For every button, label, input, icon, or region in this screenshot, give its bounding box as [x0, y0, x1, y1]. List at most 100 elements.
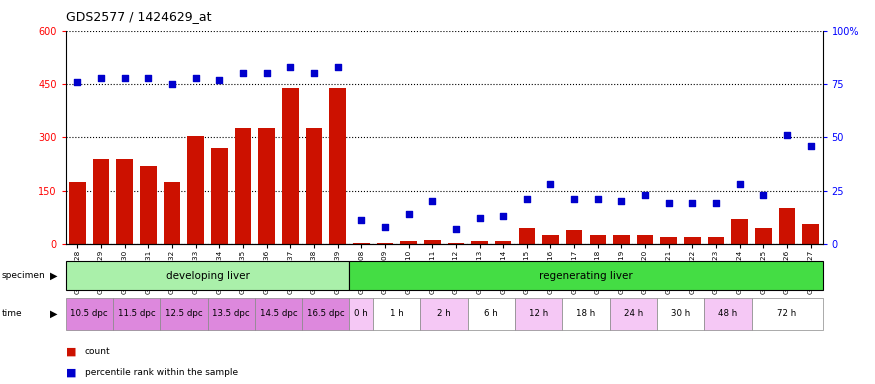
Point: [165, 81, 179, 87]
Point: [614, 198, 628, 204]
Bar: [140, 166, 157, 244]
Text: time: time: [2, 310, 23, 318]
Bar: [305, 128, 322, 244]
Bar: [353, 243, 369, 244]
Point: [496, 213, 510, 219]
Point: [685, 200, 699, 207]
Text: 72 h: 72 h: [777, 310, 796, 318]
Point: [307, 70, 321, 76]
Point: [638, 192, 652, 198]
Bar: [113, 298, 160, 330]
Text: ▶: ▶: [50, 309, 58, 319]
Text: GDS2577 / 1424629_at: GDS2577 / 1424629_at: [66, 10, 211, 23]
Point: [520, 196, 534, 202]
Text: 16.5 dpc: 16.5 dpc: [307, 310, 345, 318]
Text: count: count: [85, 347, 110, 356]
Bar: [349, 298, 373, 330]
Point: [94, 74, 108, 81]
Bar: [187, 136, 204, 244]
Bar: [542, 235, 559, 244]
Bar: [424, 240, 440, 244]
Point: [780, 132, 794, 138]
Text: ■: ■: [66, 367, 76, 377]
Bar: [515, 298, 563, 330]
Bar: [779, 208, 795, 244]
Bar: [448, 243, 464, 244]
Point: [662, 200, 676, 207]
Point: [331, 64, 345, 70]
Text: 2 h: 2 h: [438, 310, 451, 318]
Text: 13.5 dpc: 13.5 dpc: [213, 310, 250, 318]
Point: [543, 181, 557, 187]
Bar: [752, 298, 822, 330]
Text: 10.5 dpc: 10.5 dpc: [71, 310, 108, 318]
Bar: [563, 298, 610, 330]
Text: regenerating liver: regenerating liver: [539, 270, 633, 281]
Point: [284, 64, 298, 70]
Text: specimen: specimen: [2, 271, 45, 280]
Bar: [211, 148, 228, 244]
Bar: [519, 228, 536, 244]
Bar: [468, 298, 515, 330]
Bar: [282, 88, 298, 244]
Text: 48 h: 48 h: [718, 310, 738, 318]
Text: ▶: ▶: [50, 270, 58, 281]
Text: 6 h: 6 h: [485, 310, 498, 318]
Point: [402, 211, 416, 217]
Bar: [66, 261, 349, 290]
Text: 30 h: 30 h: [671, 310, 690, 318]
Bar: [472, 241, 488, 244]
Text: percentile rank within the sample: percentile rank within the sample: [85, 368, 238, 377]
Point: [118, 74, 132, 81]
Bar: [329, 88, 346, 244]
Point: [425, 198, 439, 204]
Bar: [657, 298, 704, 330]
Text: 18 h: 18 h: [577, 310, 596, 318]
Bar: [704, 298, 752, 330]
Point: [71, 79, 85, 85]
Text: ■: ■: [66, 346, 76, 356]
Bar: [207, 298, 255, 330]
Bar: [258, 128, 275, 244]
Bar: [420, 298, 468, 330]
Bar: [802, 224, 819, 244]
Bar: [349, 261, 822, 290]
Bar: [255, 298, 302, 330]
Bar: [400, 241, 416, 244]
Bar: [495, 241, 512, 244]
Bar: [637, 235, 654, 244]
Bar: [66, 298, 113, 330]
Bar: [160, 298, 207, 330]
Bar: [613, 235, 630, 244]
Bar: [566, 230, 583, 244]
Text: 14.5 dpc: 14.5 dpc: [260, 310, 298, 318]
Point: [213, 77, 227, 83]
Text: developing liver: developing liver: [165, 270, 249, 281]
Point: [354, 217, 368, 223]
Text: 11.5 dpc: 11.5 dpc: [118, 310, 156, 318]
Point: [236, 70, 250, 76]
Point: [803, 143, 817, 149]
Text: 0 h: 0 h: [354, 310, 368, 318]
Bar: [376, 243, 393, 244]
Bar: [661, 237, 677, 244]
Bar: [684, 237, 701, 244]
Bar: [93, 159, 109, 244]
Point: [567, 196, 581, 202]
Bar: [164, 182, 180, 244]
Point: [189, 74, 203, 81]
Bar: [234, 128, 251, 244]
Point: [473, 215, 487, 221]
Point: [378, 224, 392, 230]
Text: 12 h: 12 h: [529, 310, 549, 318]
Point: [591, 196, 605, 202]
Point: [732, 181, 746, 187]
Bar: [708, 237, 724, 244]
Bar: [116, 159, 133, 244]
Bar: [755, 228, 772, 244]
Bar: [373, 298, 420, 330]
Text: 1 h: 1 h: [390, 310, 403, 318]
Bar: [590, 235, 606, 244]
Bar: [302, 298, 349, 330]
Point: [709, 200, 723, 207]
